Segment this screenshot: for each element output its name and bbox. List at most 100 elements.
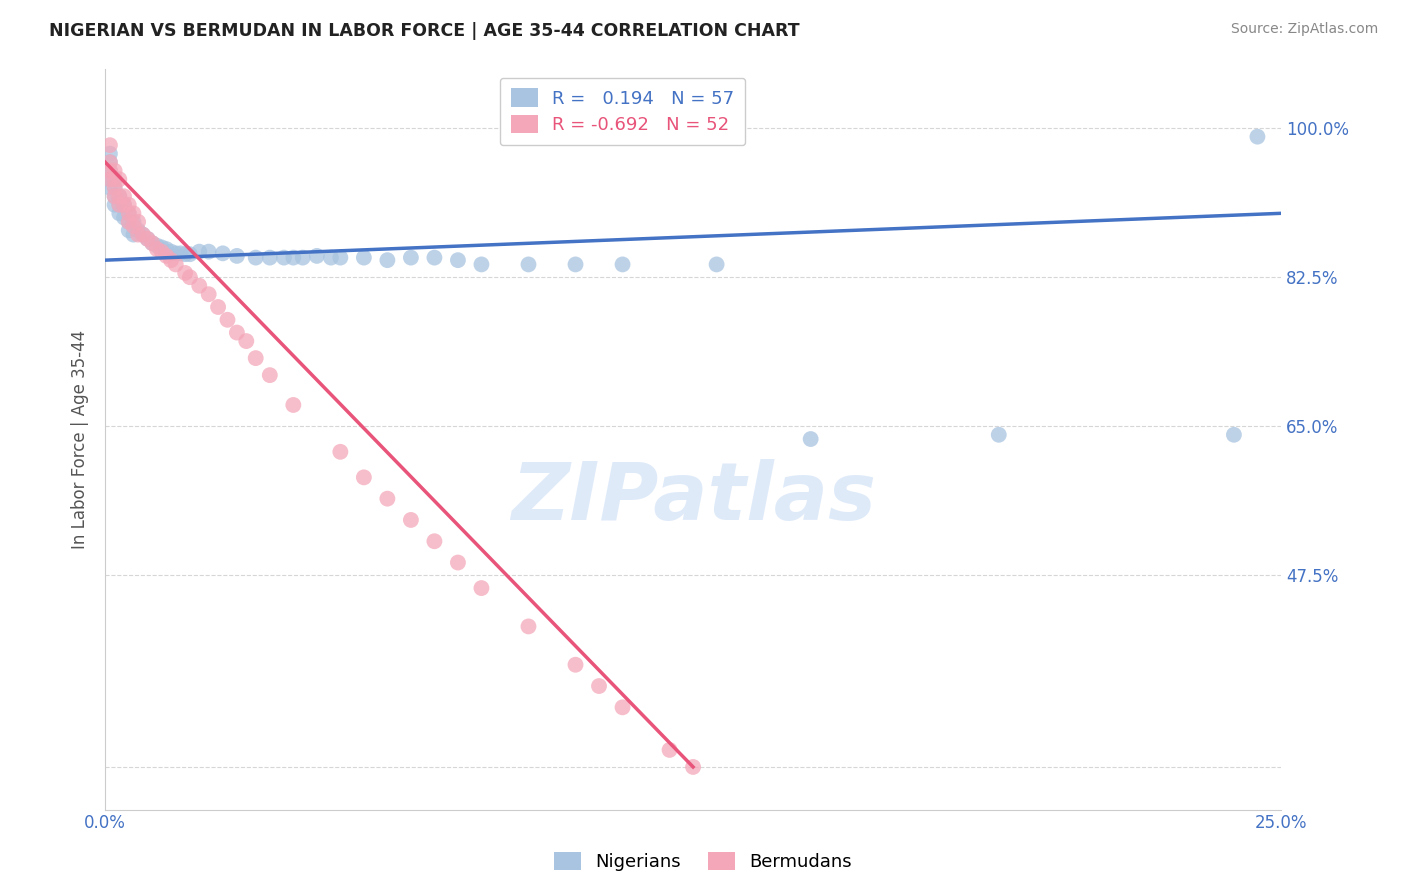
Point xyxy=(98,172,121,186)
Point xyxy=(155,242,177,256)
Legend: Nigerians, Bermudans: Nigerians, Bermudans xyxy=(547,845,859,879)
Point xyxy=(1223,427,1246,442)
Point xyxy=(197,244,219,259)
Point xyxy=(174,247,197,261)
Point xyxy=(165,246,187,260)
Point xyxy=(612,700,634,714)
Point xyxy=(141,236,163,251)
Point xyxy=(470,581,492,595)
Point xyxy=(235,334,257,348)
Text: NIGERIAN VS BERMUDAN IN LABOR FORCE | AGE 35-44 CORRELATION CHART: NIGERIAN VS BERMUDAN IN LABOR FORCE | AG… xyxy=(49,22,800,40)
Point xyxy=(225,249,247,263)
Point xyxy=(399,251,422,265)
Point xyxy=(98,172,121,186)
Point xyxy=(377,253,399,268)
Point xyxy=(112,198,135,212)
Point xyxy=(98,138,121,153)
Point xyxy=(155,249,177,263)
Legend: R =   0.194   N = 57, R = -0.692   N = 52: R = 0.194 N = 57, R = -0.692 N = 52 xyxy=(501,78,745,145)
Point xyxy=(98,146,121,161)
Point xyxy=(127,227,149,242)
Point xyxy=(98,163,121,178)
Point xyxy=(987,427,1010,442)
Point xyxy=(112,211,135,225)
Point xyxy=(706,257,728,271)
Point xyxy=(127,215,149,229)
Point xyxy=(517,619,540,633)
Point xyxy=(104,163,127,178)
Point xyxy=(447,556,470,570)
Point xyxy=(319,251,342,265)
Point xyxy=(122,219,145,233)
Point xyxy=(564,657,586,672)
Point xyxy=(188,244,211,259)
Point xyxy=(122,206,145,220)
Point xyxy=(112,198,135,212)
Point xyxy=(104,180,127,194)
Point xyxy=(108,198,131,212)
Point xyxy=(174,266,197,280)
Text: Source: ZipAtlas.com: Source: ZipAtlas.com xyxy=(1230,22,1378,37)
Point xyxy=(108,189,131,203)
Point xyxy=(112,189,135,203)
Point xyxy=(122,227,145,242)
Point xyxy=(136,232,159,246)
Point xyxy=(146,238,169,252)
Point xyxy=(588,679,610,693)
Point xyxy=(207,300,229,314)
Point xyxy=(329,445,352,459)
Point xyxy=(150,240,173,254)
Point xyxy=(517,257,540,271)
Point xyxy=(1246,129,1268,144)
Point xyxy=(179,247,201,261)
Point xyxy=(564,257,586,271)
Point xyxy=(245,251,267,265)
Point xyxy=(104,172,127,186)
Point xyxy=(132,227,155,242)
Point xyxy=(118,206,141,220)
Point xyxy=(108,198,131,212)
Point xyxy=(188,278,211,293)
Point xyxy=(169,246,191,260)
Point xyxy=(423,534,446,549)
Point xyxy=(283,398,305,412)
Point xyxy=(104,172,127,186)
Point xyxy=(225,326,247,340)
Point xyxy=(118,215,141,229)
Point xyxy=(259,368,281,383)
Point xyxy=(98,155,121,169)
Point xyxy=(98,163,121,178)
Point xyxy=(399,513,422,527)
Point xyxy=(423,251,446,265)
Point xyxy=(211,246,233,260)
Point xyxy=(132,227,155,242)
Point xyxy=(118,223,141,237)
Point xyxy=(800,432,823,446)
Point xyxy=(118,206,141,220)
Point xyxy=(98,155,121,169)
Point xyxy=(160,253,183,268)
Point xyxy=(329,251,352,265)
Point xyxy=(305,249,328,263)
Point xyxy=(197,287,219,301)
Point xyxy=(165,257,187,271)
Point xyxy=(118,215,141,229)
Point xyxy=(447,253,470,268)
Point xyxy=(108,206,131,220)
Point xyxy=(658,743,681,757)
Point xyxy=(141,236,163,251)
Point xyxy=(98,180,121,194)
Point xyxy=(291,251,314,265)
Point xyxy=(353,470,375,484)
Point xyxy=(127,223,149,237)
Point xyxy=(283,251,305,265)
Point xyxy=(353,251,375,265)
Point xyxy=(150,244,173,259)
Point xyxy=(612,257,634,271)
Point xyxy=(108,172,131,186)
Point xyxy=(179,270,201,285)
Point xyxy=(108,189,131,203)
Point xyxy=(682,760,704,774)
Text: ZIPatlas: ZIPatlas xyxy=(510,459,876,537)
Point xyxy=(377,491,399,506)
